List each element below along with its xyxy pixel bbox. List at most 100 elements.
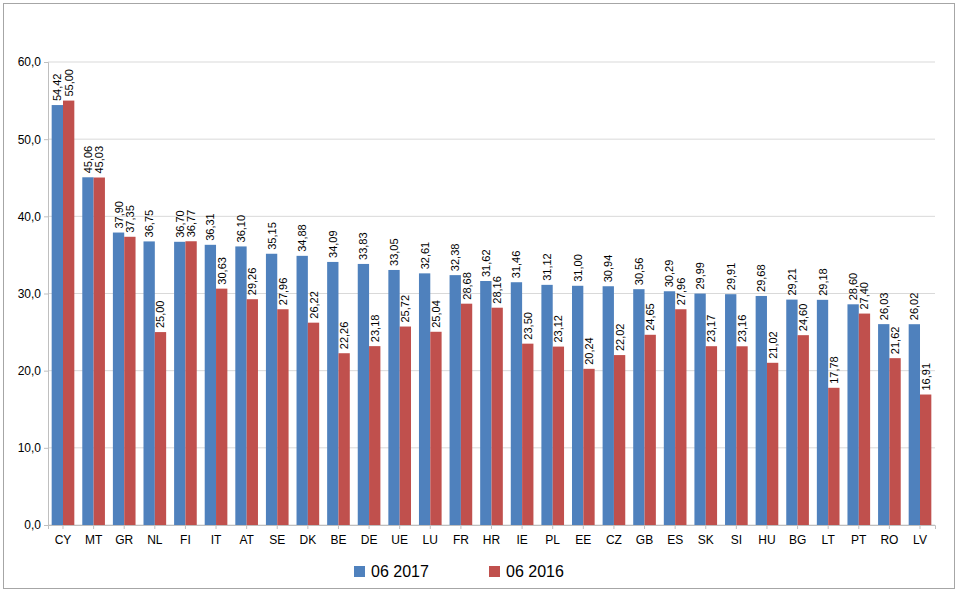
data-label: 31,00 [572,254,584,282]
bar [828,388,839,525]
x-tick: RO [880,525,898,547]
x-tick-mark [552,525,553,529]
data-labels: 54,4245,0637,9036,7536,7036,3136,1035,15… [51,69,931,390]
bar [358,264,369,525]
x-tick-label: HR [483,533,501,547]
bar [859,314,870,525]
bar [889,358,900,525]
bar [603,286,614,525]
x-tick-label: LU [423,533,438,547]
chart-border [4,4,955,589]
x-tick-label: PL [545,533,560,547]
x-tick-mark [889,525,890,529]
x-tick: CY [55,525,72,547]
x-tick: DE [361,525,378,547]
bar [174,242,185,525]
x-tick: ES [667,525,683,547]
data-label: 29,26 [246,268,258,296]
y-tick: 0,0 [24,518,48,532]
y-tick-mark [44,216,48,217]
plot: 54,4245,0637,9036,7536,7036,3136,1035,15… [18,55,936,547]
x-tick-mark [766,525,767,529]
legend-swatch [354,566,365,577]
legend: 06 201706 2016 [354,563,564,580]
grid-line [48,139,935,140]
x-tick-mark [797,525,798,529]
x-tick-label: RO [880,533,898,547]
data-label: 28,16 [491,276,503,304]
data-label: 55,00 [63,69,75,97]
bar [430,332,441,525]
bar [308,323,319,525]
x-tick-label: IT [211,533,222,547]
bar [124,237,135,525]
bar [205,245,216,525]
x-tick-mark [154,525,155,529]
data-label: 25,00 [154,301,166,329]
x-tick: GR [115,525,133,547]
bar [553,347,564,525]
x-tick: SK [698,525,714,547]
x-tick-label: BG [789,533,806,547]
bar [817,300,828,525]
data-label: 34,09 [327,230,339,258]
x-tick-mark [307,525,308,529]
x-tick-mark [491,525,492,529]
data-label: 23,12 [552,315,564,343]
bar [216,289,227,525]
x-tick: IT [211,525,222,547]
x-tick: PT [851,525,867,547]
data-label: 26,22 [308,291,320,319]
bar [52,105,63,525]
y-tick-label: 30,0 [18,287,42,301]
bar [614,355,625,525]
data-label: 21,02 [767,331,779,359]
x-tick-label: UE [391,533,408,547]
x-tick-label: BE [330,533,346,547]
bar [675,309,686,525]
y-tick-label: 20,0 [18,364,42,378]
x-tick-label: ES [667,533,683,547]
x-tick-label: CZ [606,533,622,547]
x-tick-mark [920,525,921,529]
x-tick-mark [93,525,94,529]
x-tick-mark [124,525,125,529]
bar [450,275,461,525]
bar [492,308,503,525]
bar [878,324,889,525]
bar [247,299,258,525]
data-label: 27,96 [675,278,687,306]
data-label: 36,77 [185,210,197,238]
x-tick: LV [913,525,927,547]
x-tick-mark [828,525,829,529]
x-tick: SI [731,525,742,547]
data-label: 31,62 [480,249,492,277]
data-label: 17,78 [828,356,840,384]
bar [511,282,522,525]
x-tick: BE [330,525,346,547]
data-label: 32,61 [419,242,431,270]
x-tick-mark [185,525,186,529]
x-tick: CZ [606,525,622,547]
x-tick-label: EE [575,533,591,547]
x-tick-mark [583,525,584,529]
bar [767,363,778,525]
x-tick: PL [545,525,560,547]
bar [266,254,277,525]
data-label: 37,90 [113,201,125,229]
data-label: 36,75 [143,210,155,238]
y-tick: 10,0 [18,441,48,455]
data-label: 20,24 [583,337,595,365]
data-label: 29,68 [755,264,767,292]
data-label: 31,46 [510,251,522,279]
x-tick-mark [522,525,523,529]
x-tick-label: PT [851,533,867,547]
x-tick-mark [613,525,614,529]
data-label: 25,04 [430,300,442,328]
bar [419,273,430,525]
x-tick-mark [277,525,278,529]
bar [572,286,583,525]
data-label: 54,42 [51,74,63,102]
legend-swatch [489,566,500,577]
bar [706,346,717,525]
